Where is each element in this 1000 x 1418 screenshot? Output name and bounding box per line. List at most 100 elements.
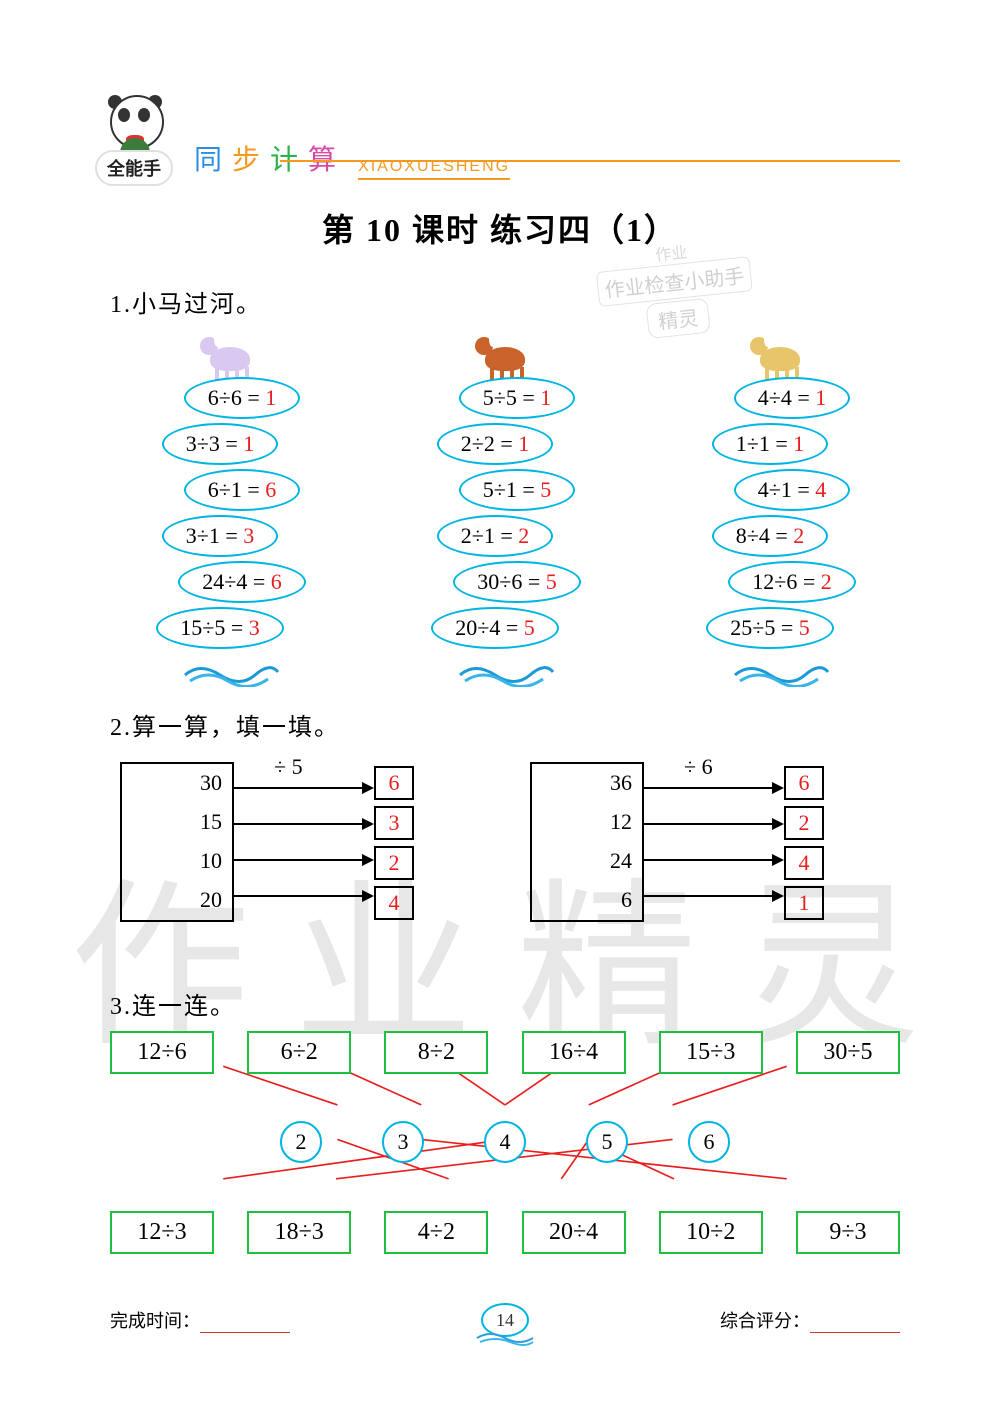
stone-answer: 6 — [265, 477, 276, 502]
input-value: 6 — [532, 881, 642, 920]
header-script-char: 同 — [190, 136, 226, 180]
completion-time-label: 完成时间： — [110, 1307, 290, 1333]
stepping-stone: 3÷1 = 3 — [162, 515, 278, 557]
header-script-char: 计 — [266, 136, 302, 180]
output-value: 2 — [784, 806, 824, 840]
bottom-expression-box: 12÷3 — [110, 1211, 214, 1254]
stepping-stone: 2÷1 = 2 — [437, 515, 553, 557]
top-expression-box: 15÷3 — [659, 1031, 763, 1074]
arrow-icon — [644, 770, 784, 806]
output-column: 6324 — [374, 762, 414, 920]
stone-expression: 20÷4 = — [455, 615, 523, 640]
output-value: 3 — [374, 806, 414, 840]
result-circle: 5 — [586, 1121, 628, 1163]
stone-expression: 5÷1 = — [483, 477, 540, 502]
input-value: 30 — [122, 764, 232, 803]
stepping-stone: 6÷1 = 6 — [184, 469, 300, 511]
stone-answer: 2 — [518, 523, 529, 548]
input-value: 36 — [532, 764, 642, 803]
arrow-column: ÷ 5 — [234, 762, 374, 922]
stone-expression: 15÷5 = — [180, 615, 248, 640]
stone-answer: 5 — [799, 615, 810, 640]
stone-answer: 2 — [793, 523, 804, 548]
result-circle: 3 — [382, 1121, 424, 1163]
stone-expression: 30÷6 = — [477, 569, 545, 594]
output-value: 6 — [784, 766, 824, 800]
water-wave-icon — [180, 657, 280, 687]
stone-answer: 3 — [243, 523, 254, 548]
stepping-stone: 2÷2 = 1 — [437, 423, 553, 465]
result-circle: 6 — [688, 1121, 730, 1163]
stepping-stone: 5÷5 = 1 — [459, 377, 575, 419]
result-circle: 4 — [484, 1121, 526, 1163]
stone-answer: 1 — [243, 431, 254, 456]
lesson-title: 第 10 课时 练习四（1） — [0, 205, 1000, 251]
top-expression-box: 6÷2 — [247, 1031, 351, 1074]
stone-column: 4÷4 = 11÷1 = 14÷1 = 48÷4 = 212÷6 = 225÷5… — [670, 329, 890, 687]
arrow-icon — [644, 842, 784, 878]
arrow-icon — [234, 806, 374, 842]
stone-answer: 1 — [265, 385, 276, 410]
horse-icon — [750, 329, 810, 379]
stone-expression: 3÷3 = — [186, 431, 243, 456]
arrow-icon — [234, 842, 374, 878]
stone-expression: 25÷5 = — [730, 615, 798, 640]
stepping-stone: 24÷4 = 6 — [178, 561, 305, 603]
badge-label: 全能手 — [95, 150, 173, 186]
page-footer: 完成时间： 14 综合评分： — [110, 1300, 900, 1340]
division-mapping: 3612246÷ 66241 — [530, 762, 824, 922]
input-value: 10 — [122, 842, 232, 881]
panda-mascot-icon: 全能手 — [90, 90, 180, 180]
top-expression-box: 12÷6 — [110, 1031, 214, 1074]
input-box: 3612246 — [530, 762, 644, 922]
page-header: 全能手 同步计算 XIAOXUESHENG — [90, 90, 510, 180]
stepping-stone: 6÷6 = 1 — [184, 377, 300, 419]
stepping-stone: 25÷5 = 5 — [706, 607, 833, 649]
header-script-char: 算 — [304, 136, 340, 180]
water-wave-icon — [455, 657, 555, 687]
stone-expression: 2÷2 = — [461, 431, 518, 456]
input-value: 12 — [532, 803, 642, 842]
header-divider — [280, 160, 900, 162]
stone-expression: 4÷4 = — [758, 385, 815, 410]
stepping-stone: 4÷1 = 4 — [734, 469, 850, 511]
stone-column: 6÷6 = 13÷3 = 16÷1 = 63÷1 = 324÷4 = 615÷5… — [120, 329, 340, 687]
output-value: 2 — [374, 846, 414, 880]
stone-expression: 5÷5 = — [483, 385, 540, 410]
stepping-stone: 12÷6 = 2 — [728, 561, 855, 603]
stone-expression: 1÷1 = — [736, 431, 793, 456]
operator-label: ÷ 5 — [274, 754, 303, 780]
horse-icon — [475, 329, 535, 379]
division-mapping: 30151020÷ 56324 — [120, 762, 414, 922]
output-value: 6 — [374, 766, 414, 800]
bottom-expression-box: 10÷2 — [659, 1211, 763, 1254]
bottom-expression-box: 4÷2 — [384, 1211, 488, 1254]
completion-time-blank[interactable] — [200, 1318, 290, 1333]
stone-answer: 3 — [249, 615, 260, 640]
top-expression-box: 30÷5 — [796, 1031, 900, 1074]
stepping-stone: 30÷6 = 5 — [453, 561, 580, 603]
stone-answer: 5 — [546, 569, 557, 594]
output-column: 6241 — [784, 762, 824, 920]
stone-answer: 6 — [271, 569, 282, 594]
stepping-stone: 3÷3 = 1 — [162, 423, 278, 465]
section-2-mappings: 30151020÷ 563243612246÷ 66241 — [110, 752, 900, 972]
header-script-char: 步 — [228, 136, 264, 180]
section-2-heading: 2.算一算，填一填。 — [110, 707, 900, 742]
stone-expression: 4÷1 = — [758, 477, 815, 502]
stone-answer: 1 — [793, 431, 804, 456]
stone-expression: 6÷1 = — [208, 477, 265, 502]
stepping-stone: 15÷5 = 3 — [156, 607, 283, 649]
stone-expression: 2÷1 = — [461, 523, 518, 548]
section-1-columns: 6÷6 = 13÷3 = 16÷1 = 63÷1 = 324÷4 = 615÷5… — [120, 329, 890, 687]
stone-expression: 24÷4 = — [202, 569, 270, 594]
operator-label: ÷ 6 — [684, 754, 713, 780]
top-expression-box: 16÷4 — [522, 1031, 626, 1074]
overall-score-blank[interactable] — [810, 1318, 900, 1333]
stone-expression: 8÷4 = — [736, 523, 793, 548]
overall-score-label: 综合评分： — [720, 1307, 900, 1333]
stone-answer: 5 — [540, 477, 551, 502]
stepping-stone: 1÷1 = 1 — [712, 423, 828, 465]
output-value: 4 — [784, 846, 824, 880]
section-3-matching: 12÷66÷28÷216÷415÷330÷5 23456 12÷318÷34÷2… — [110, 1031, 900, 1311]
